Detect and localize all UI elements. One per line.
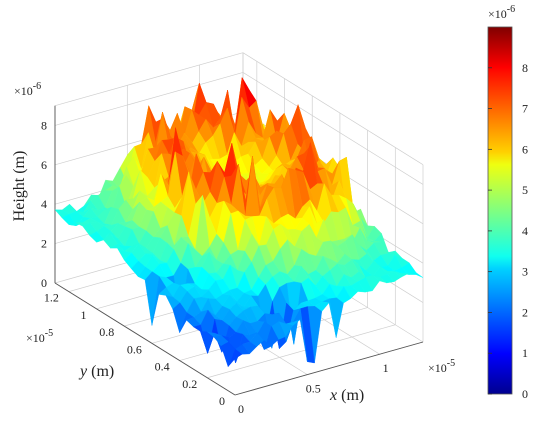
colorbar-tick-label: 5 — [522, 183, 528, 197]
colorbar-tick-label: 7 — [522, 102, 528, 116]
x-axis: ×10-5 0 0.5 1 x (m) — [238, 358, 455, 416]
y-axis: ×10-5 0 0.2 0.4 0.6 0.8 1 1.2 y (m) — [26, 291, 225, 408]
colorbar-tick-label: 0 — [522, 387, 528, 401]
grid-line — [242, 52, 424, 165]
x-axis-line — [234, 341, 424, 396]
y-tick-label: 1.2 — [44, 291, 59, 305]
y-tick-label: 0 — [219, 394, 225, 408]
y-tick-label: 1 — [81, 308, 87, 322]
colorbar-tick-label: 6 — [522, 142, 528, 156]
z-tick-label: 6 — [41, 158, 47, 172]
colorbar-gradient — [487, 26, 513, 395]
colorbar-tick-label: 2 — [522, 305, 528, 319]
surface-patch — [227, 348, 243, 367]
grid-line — [242, 72, 424, 185]
y-tick-label: 0.4 — [155, 360, 170, 374]
x-tick-label: 0 — [238, 402, 244, 416]
x-multiplier: ×10-5 — [428, 358, 455, 375]
grid-line — [54, 72, 244, 126]
grid-line — [54, 52, 244, 107]
x-axis-label: x (m) — [329, 387, 364, 404]
z-tick-label: 4 — [41, 197, 47, 211]
y-tick-label: 0.2 — [182, 377, 197, 391]
y-axis-line — [54, 282, 236, 396]
z-axis-label: Height (m) — [11, 151, 28, 222]
colorbar-tick-label: 4 — [522, 224, 528, 238]
grid-line — [207, 324, 396, 379]
y-tick-label: 0.8 — [99, 325, 114, 339]
colorbar: ×10-6 0 1 2 3 4 5 6 7 8 — [487, 4, 528, 401]
colorbar-tick-label: 1 — [522, 346, 528, 360]
colorbar-tick-label: 3 — [522, 265, 528, 279]
x-tick-label: 1 — [383, 361, 389, 375]
y-axis-label: y (m) — [78, 363, 114, 380]
z-tick-label: 8 — [41, 118, 47, 132]
z-multiplier: ×10-6 — [14, 81, 41, 98]
y-tick-label: 0.6 — [127, 342, 142, 356]
z-tick-label: 2 — [41, 237, 47, 251]
colorbar-tick-label: 8 — [522, 61, 528, 75]
x-tick-label: 0.5 — [306, 382, 321, 396]
surface — [54, 77, 424, 368]
colorbar-multiplier: ×10-6 — [488, 4, 515, 21]
z-axis: ×10-6 0 2 4 6 8 Height (m) — [11, 81, 47, 290]
y-multiplier: ×10-5 — [26, 328, 53, 345]
z-tick-label: 0 — [41, 276, 47, 290]
